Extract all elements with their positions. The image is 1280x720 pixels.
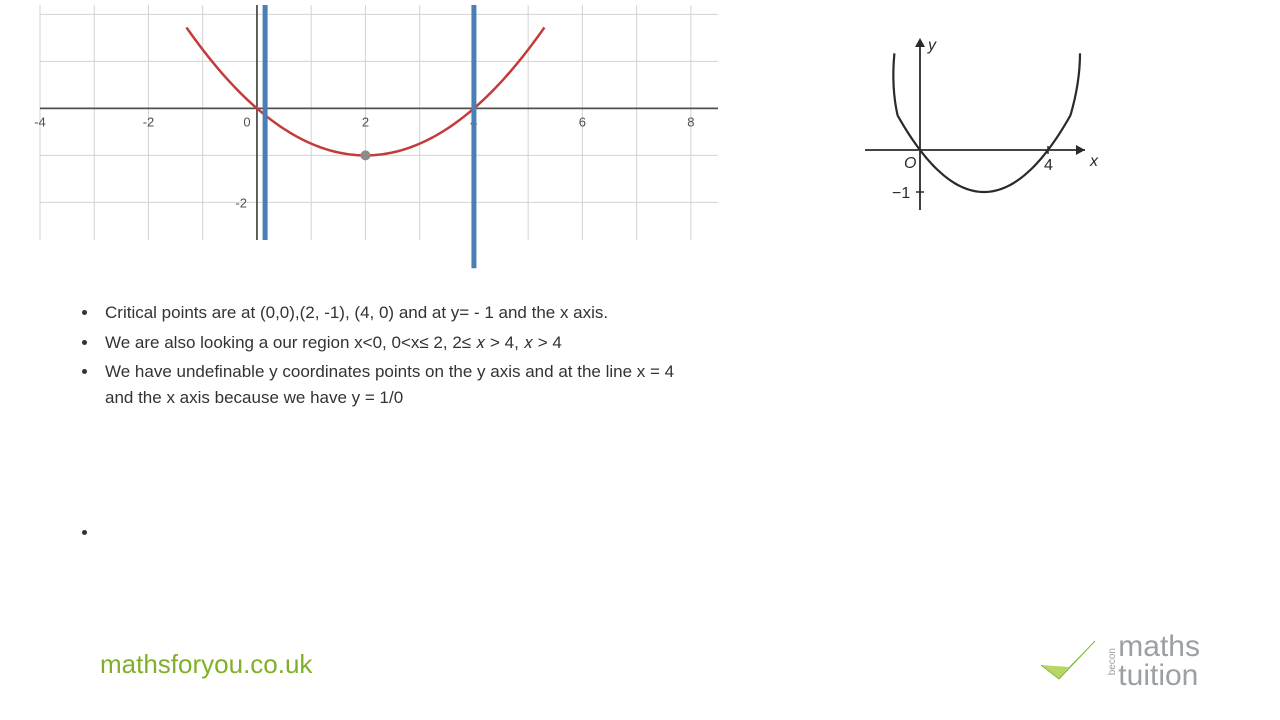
note-item-empty	[99, 520, 675, 546]
svg-text:0: 0	[243, 114, 250, 129]
main-chart: -4-224680-2	[0, 0, 720, 270]
svg-text:6: 6	[579, 114, 586, 129]
svg-text:-2: -2	[235, 195, 247, 210]
logo: becon maths tuition	[1039, 633, 1200, 690]
main-chart-svg: -4-224680-2	[0, 0, 720, 270]
svg-text:O: O	[904, 155, 916, 172]
reference-chart-svg: y x O 4 −1	[860, 30, 1100, 230]
notes-list: Critical points are at (0,0),(2, -1), (4…	[75, 300, 675, 550]
svg-text:2: 2	[362, 114, 369, 129]
note-item: We have undefinable y coordinates points…	[99, 359, 675, 410]
logo-text-wrapper: becon maths tuition	[1107, 633, 1200, 690]
logo-tuition: tuition	[1118, 662, 1200, 691]
svg-text:8: 8	[687, 114, 694, 129]
svg-text:-4: -4	[34, 114, 46, 129]
note-item: We are also looking a our region x<0, 0<…	[99, 330, 675, 356]
svg-text:-2: -2	[143, 114, 155, 129]
svg-text:y: y	[927, 37, 937, 54]
logo-becon: becon	[1107, 648, 1118, 675]
note-item: Critical points are at (0,0),(2, -1), (4…	[99, 300, 675, 326]
reference-chart: y x O 4 −1	[860, 30, 1100, 230]
website-url: mathsforyou.co.uk	[100, 649, 312, 680]
checkmark-icon	[1039, 637, 1099, 687]
svg-text:4: 4	[1044, 157, 1053, 174]
logo-maths: maths	[1118, 633, 1200, 662]
svg-text:−1: −1	[892, 185, 910, 202]
svg-text:x: x	[1089, 153, 1099, 170]
